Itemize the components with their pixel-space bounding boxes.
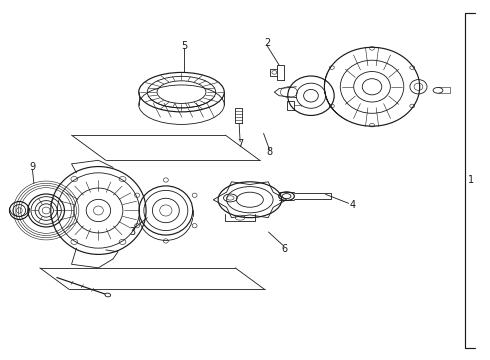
Text: 5: 5: [181, 41, 187, 50]
Text: 3: 3: [129, 227, 136, 237]
Text: 1: 1: [467, 175, 474, 185]
Ellipse shape: [105, 293, 111, 297]
Text: 6: 6: [281, 244, 287, 254]
Text: 2: 2: [264, 38, 270, 48]
Text: 9: 9: [29, 162, 35, 172]
Text: 4: 4: [349, 200, 356, 210]
Ellipse shape: [42, 207, 50, 214]
Text: 7: 7: [237, 139, 243, 149]
Text: 8: 8: [267, 147, 272, 157]
